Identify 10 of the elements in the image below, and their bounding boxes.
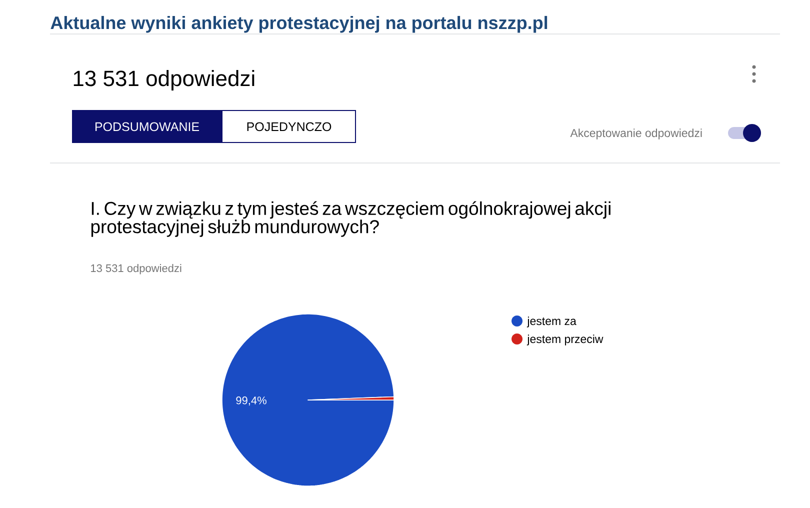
chart-title: I. Czy w związku z tym jesteś za wszczęciem ogólnokrajowej akcji protestacyjnej służb mundurowych? — [91, 201, 610, 237]
text: Akceptowanie odpowiedzi — [570, 128, 702, 140]
legend-label: jestem za — [526, 316, 576, 328]
text: POJEDYNCZO — [247, 122, 332, 132]
chart-subtitle: 13 531 odpowiedzi — [91, 264, 182, 274]
data-label: 99,4% — [236, 396, 266, 406]
text: PODSUMOWANIE — [95, 122, 200, 132]
text: Aktualne wyniki ankiety protestacyjnej na portalu nszzp.pl — [50, 16, 548, 33]
legend-label: jestem przeciw — [526, 334, 604, 346]
text: 13 531 odpowiedzi — [74, 70, 254, 91]
